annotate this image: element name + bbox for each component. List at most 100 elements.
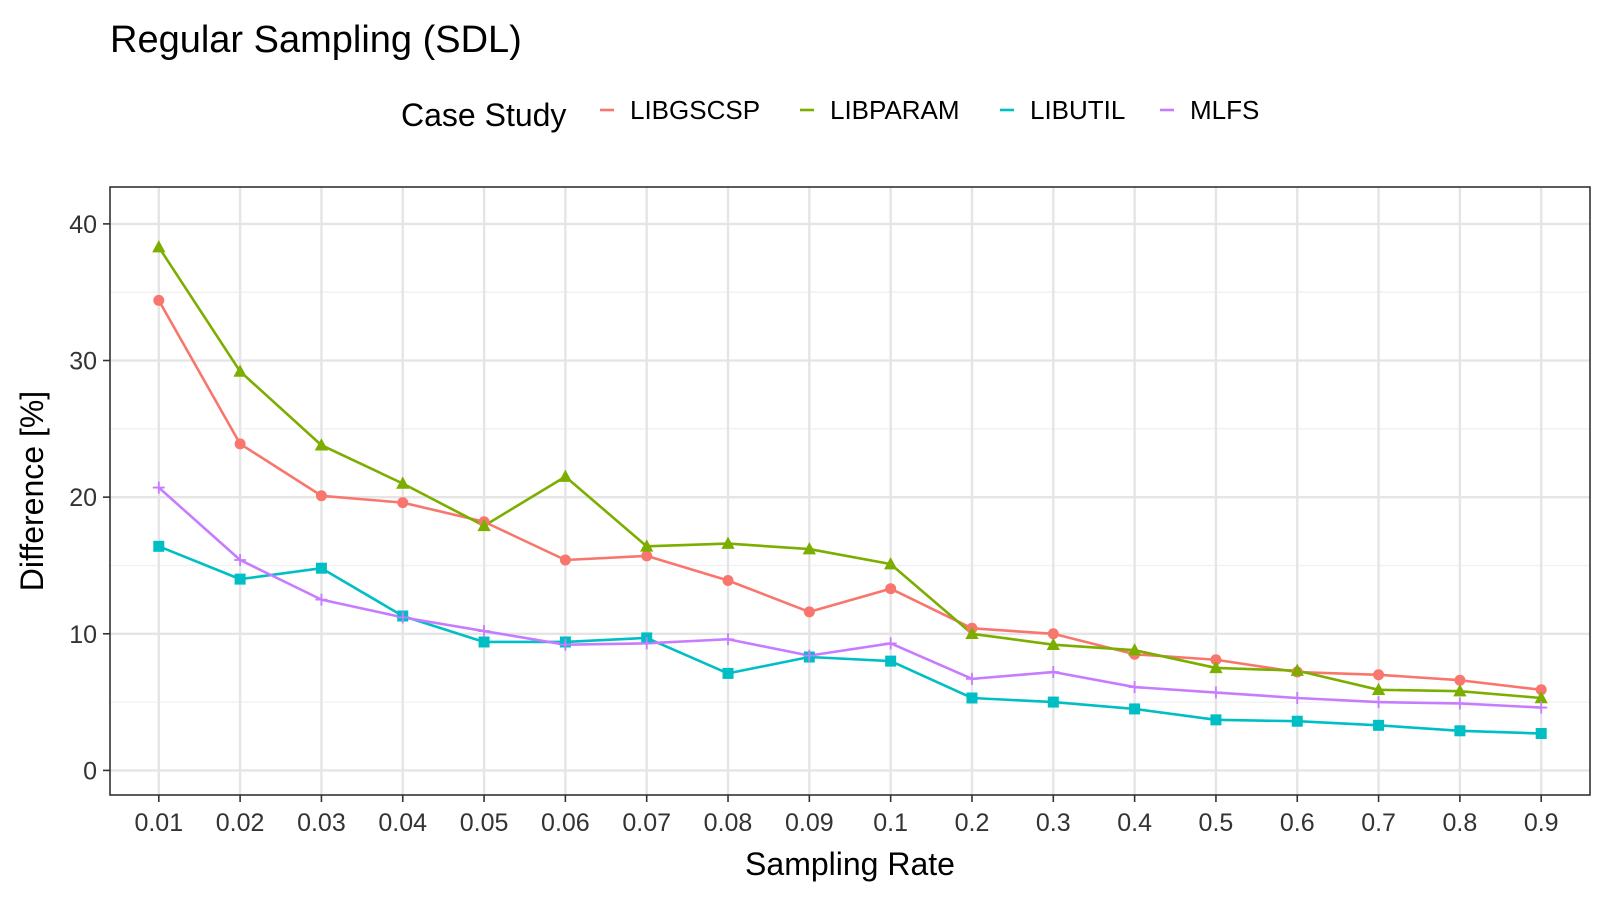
legend-label-libparam: LIBPARAM: [830, 95, 960, 125]
point-libgscsp: [397, 497, 409, 509]
series-line-libparam: [157, 246, 1542, 700]
x-axis-title: Sampling Rate: [745, 846, 955, 882]
point-libparam: [233, 364, 247, 377]
point-libgscsp: [153, 294, 165, 306]
point-mlfs: [640, 637, 653, 650]
point-libparam: [477, 518, 491, 532]
x-axis: 0.01 0.02 0.03 0.04 0.05 0.06 0.07 0.08 0.09 0.1 0…: [134, 795, 1559, 837]
plot-area: [109, 186, 1591, 796]
point-mlfs: [1372, 696, 1385, 709]
point-libparam: [1290, 663, 1304, 676]
y-tick-label: 20: [69, 484, 97, 512]
point-libgscsp: [722, 574, 734, 586]
point-libgscsp: [885, 583, 897, 595]
x-tick-label: 0.6: [1280, 809, 1315, 837]
point-libutil: [1454, 725, 1466, 737]
point-mlfs: [478, 625, 491, 638]
point-libparam: [965, 626, 979, 640]
x-tick-label: 0.08: [704, 809, 753, 837]
x-tick-label: 0.4: [1117, 809, 1152, 837]
point-libparam: [1209, 660, 1223, 674]
point-libgscsp: [1373, 669, 1385, 681]
point-libutil: [1047, 696, 1059, 708]
y-tick-label: 0: [83, 757, 97, 785]
point-libutil: [478, 636, 490, 648]
point-libutil: [722, 667, 734, 679]
point-mlfs: [965, 672, 978, 685]
x-tick-label: 0.06: [541, 809, 590, 837]
x-tick-label: 0.02: [216, 809, 265, 837]
x-tick-label: 0.3: [1036, 809, 1071, 837]
point-libparam: [314, 438, 329, 451]
point-mlfs: [1209, 686, 1222, 699]
grid-minor: [110, 291, 1590, 703]
x-tick-label: 0.8: [1443, 809, 1478, 837]
point-libutil: [1535, 728, 1547, 740]
point-libparam: [396, 476, 410, 489]
point-libgscsp: [559, 554, 571, 566]
point-mlfs: [396, 611, 409, 624]
point-mlfs: [884, 637, 897, 650]
x-tick-label: 0.09: [785, 809, 834, 837]
series-line-libutil: [158, 545, 1542, 735]
point-mlfs: [1047, 666, 1060, 679]
point-libutil: [153, 540, 165, 552]
point-mlfs: [1128, 681, 1141, 694]
point-libparam: [1127, 643, 1142, 656]
point-mlfs: [234, 553, 247, 566]
point-libgscsp: [803, 606, 815, 618]
point-libutil: [315, 562, 327, 574]
point-libgscsp: [315, 490, 327, 502]
x-tick-label: 0.04: [378, 809, 427, 837]
legend-label-libgscsp: LIBGSCSP: [630, 95, 760, 125]
legend-label-mlfs: MLFS: [1190, 95, 1259, 125]
point-libparam: [1453, 684, 1467, 697]
y-tick-label: 10: [69, 621, 97, 649]
plot-border: [109, 186, 1591, 796]
x-tick-label: 0.2: [955, 809, 990, 837]
point-mlfs: [722, 633, 735, 646]
legend-title: Case Study: [401, 97, 566, 133]
point-mlfs: [559, 638, 572, 651]
series-line-libgscsp: [157, 299, 1542, 692]
point-libparam: [1534, 690, 1548, 704]
chart-title: Regular Sampling (SDL): [110, 19, 522, 61]
point-libutil: [966, 692, 978, 704]
series-line-mlfs: [157, 486, 1542, 709]
point-libutil: [1373, 719, 1385, 731]
point-libparam: [640, 539, 654, 552]
x-tick-label: 0.01: [134, 809, 183, 837]
point-libgscsp: [234, 438, 246, 450]
point-mlfs: [803, 649, 816, 662]
point-libutil: [1129, 703, 1141, 715]
y-axis-title: Difference [%]: [14, 391, 50, 591]
y-tick-label: 40: [69, 211, 97, 239]
point-libparam: [1371, 682, 1386, 696]
series-lines: [157, 246, 1542, 735]
x-tick-label: 0.07: [622, 809, 671, 837]
x-tick-label: 0.7: [1361, 809, 1396, 837]
point-libparam: [884, 557, 898, 570]
point-libutil: [234, 573, 246, 585]
point-libparam: [802, 542, 816, 555]
point-libgscsp: [1535, 684, 1547, 696]
point-libutil: [1210, 714, 1222, 726]
series-points: [152, 240, 1548, 740]
point-mlfs: [1291, 691, 1304, 704]
x-tick-label: 0.5: [1199, 809, 1234, 837]
point-libgscsp: [641, 550, 653, 562]
point-libparam: [721, 536, 735, 549]
point-libgscsp: [1047, 628, 1059, 640]
legend: Case Study LIBGSCSP LIBPARAM LIBUTIL MLFS: [401, 95, 1259, 133]
point-libutil: [885, 655, 897, 667]
x-tick-label: 0.1: [873, 809, 908, 837]
plot-background: [110, 187, 1590, 795]
legend-label-libutil: LIBUTIL: [1030, 95, 1125, 125]
x-tick-label: 0.05: [460, 809, 509, 837]
point-mlfs: [315, 593, 328, 606]
point-mlfs: [152, 481, 165, 494]
point-mlfs: [1453, 697, 1466, 710]
x-tick-label: 0.9: [1524, 809, 1559, 837]
point-libutil: [1291, 715, 1303, 727]
